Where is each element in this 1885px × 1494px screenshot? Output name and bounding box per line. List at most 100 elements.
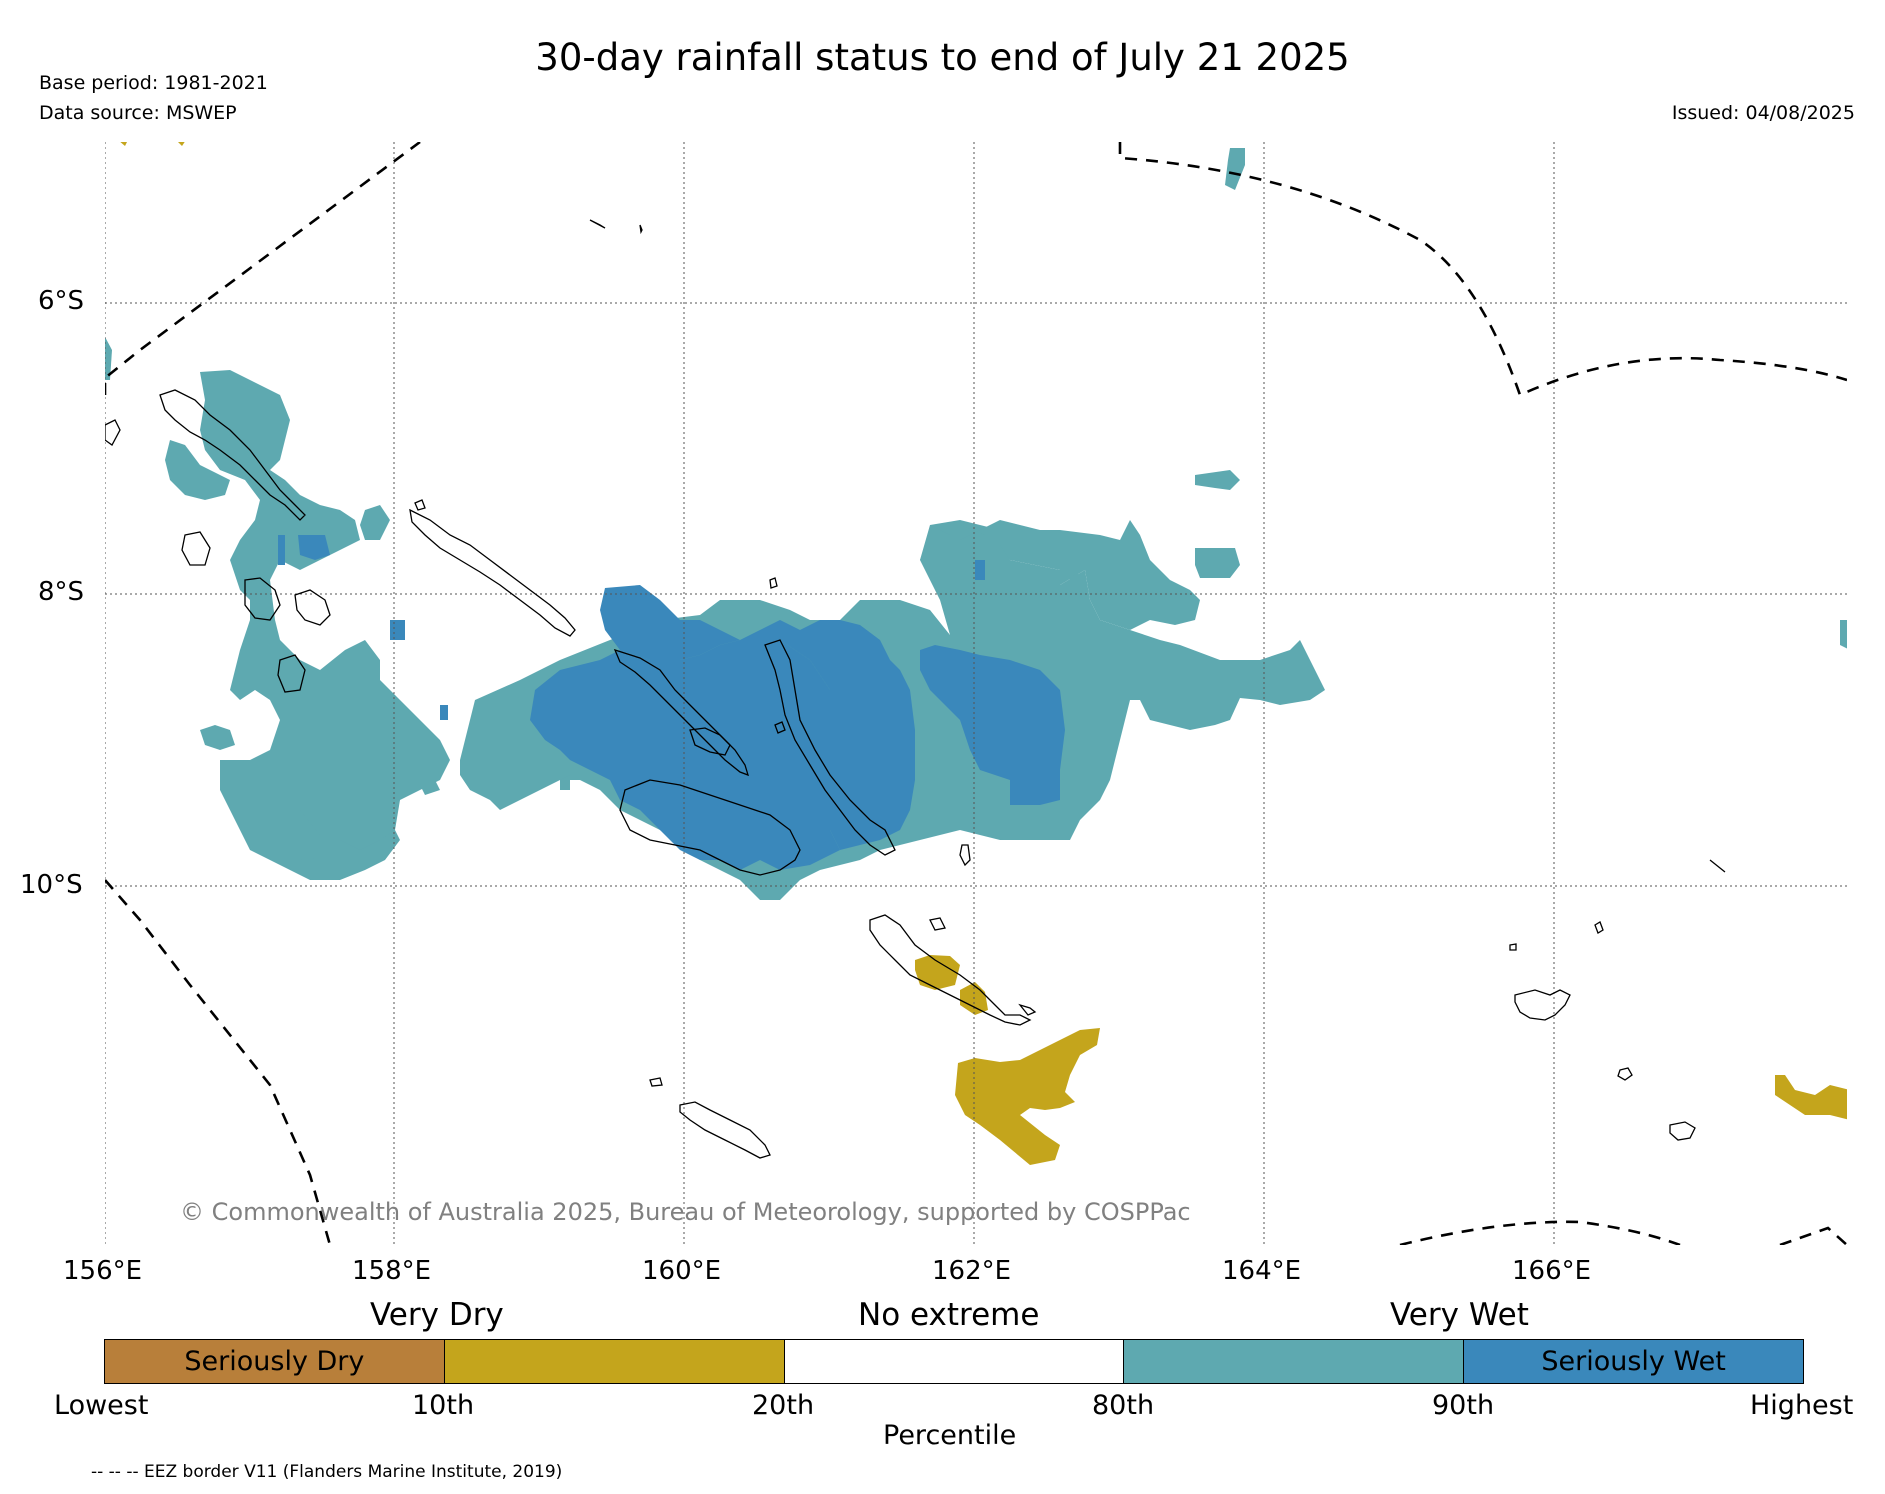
- eez-border-southeast-2: [1779, 1226, 1847, 1245]
- lat-label-8s: 8°S: [38, 577, 85, 607]
- coastline-small-2: [959, 844, 971, 867]
- very-wet-ne-blob-1: [1195, 470, 1240, 490]
- lon-label-160e: 160°E: [642, 1256, 722, 1286]
- eez-border-northwest: [105, 142, 421, 395]
- lat-label-6s: 6°S: [38, 286, 85, 316]
- coastline-malaita: [764, 639, 896, 856]
- very-dry-regions: [120, 142, 1847, 1165]
- eez-border-southeast: [1399, 1220, 1681, 1245]
- seriously-wet-main-region: [530, 640, 840, 870]
- coastline-small-12: [639, 224, 643, 235]
- coastline-guadalcanal: [619, 779, 801, 876]
- very-wet-small-blob-2: [420, 780, 440, 795]
- very-wet-small-blob-1: [295, 858, 325, 866]
- coastline-small-4: [1594, 921, 1604, 934]
- very-wet-center-island: [360, 505, 390, 540]
- lat-label-10s: 10°S: [20, 870, 83, 900]
- coastline-makira: [869, 914, 1032, 1026]
- very-wet-east-region: [930, 520, 1200, 630]
- very-dry-northwest-blob: [915, 955, 960, 990]
- data-source-text: Data source: MSWEP: [39, 102, 237, 124]
- eez-footnote: -- -- -- EEZ border V11 (Flanders Marine…: [91, 1462, 563, 1482]
- legend-segment-label: Seriously Dry: [184, 1346, 365, 1377]
- issued-date-text: Issued: 04/08/2025: [1671, 102, 1855, 124]
- seriously-wet-small-1: [390, 620, 405, 640]
- coastline-bougainville: [159, 389, 306, 521]
- seriously-wet-small-3: [975, 560, 985, 580]
- legend-tick-20th: 20th: [752, 1390, 815, 1421]
- base-period-text: Base period: 1981-2021: [39, 72, 268, 94]
- legend-segment-very-dry: [444, 1340, 785, 1383]
- legend-segment-no-extreme: [784, 1340, 1125, 1383]
- legend-tick-10th: 10th: [412, 1390, 475, 1421]
- lon-label-158e: 158°E: [352, 1256, 432, 1286]
- legend-tick-highest: Highest: [1750, 1390, 1854, 1421]
- coastline-rendova: [277, 654, 306, 693]
- legend-group-very-dry: Very Dry: [370, 1297, 504, 1333]
- coastline-small-5: [1509, 943, 1517, 951]
- coastlines: [105, 219, 1726, 1159]
- eez-border-southwest: [105, 879, 332, 1245]
- legend-segment-seriously-wet: Seriously Wet: [1464, 1340, 1803, 1383]
- seriously-wet-west-blob: [298, 535, 330, 560]
- legend-xlabel: Percentile: [883, 1420, 1017, 1451]
- very-dry-north-tip-1: [120, 142, 127, 146]
- very-wet-southwest-blob: [200, 725, 235, 750]
- very-wet-far-west-region: [165, 440, 230, 500]
- lon-label-164e: 164°E: [1222, 1256, 1302, 1286]
- coastline-santa-isabel: [613, 648, 749, 777]
- eez-borders: [105, 142, 1847, 1245]
- lon-label-156e: 156°E: [63, 1256, 143, 1286]
- seriously-wet-small-4: [440, 705, 448, 720]
- coastline-small-7: [105, 419, 121, 446]
- legend-group-very-wet: Very Wet: [1390, 1297, 1529, 1333]
- map-title: 30-day rainfall status to end of July 21…: [535, 36, 1350, 79]
- seriously-wet-small-2: [278, 535, 285, 565]
- very-wet-ne-blob-2: [1195, 548, 1240, 578]
- coastline-santa-cruz: [1514, 989, 1571, 1021]
- coastline-vella: [181, 531, 211, 566]
- very-dry-east-region: [1775, 1075, 1847, 1120]
- gridlines: [105, 142, 1847, 1245]
- coastline-small-6: [649, 1077, 663, 1087]
- eez-border-northeast: [1118, 142, 1847, 397]
- coastline-choiseul: [409, 508, 576, 637]
- coastline-small-8: [414, 499, 426, 511]
- legend-tick-lowest: Lowest: [54, 1390, 149, 1421]
- legend-tick-90th: 90th: [1432, 1390, 1495, 1421]
- coastline-rennell: [679, 1101, 771, 1159]
- very-wet-north-region: [920, 525, 1010, 585]
- coastline-small-1: [774, 721, 786, 734]
- very-dry-main-region: [955, 1028, 1100, 1165]
- seriously-wet-east-region: [920, 645, 1065, 805]
- very-wet-regions: [105, 148, 1847, 900]
- very-dry-north-tip-2: [178, 142, 185, 146]
- legend-tick-80th: 80th: [1092, 1390, 1155, 1421]
- legend-segment-seriously-dry: Seriously Dry: [105, 1340, 445, 1383]
- coastline-small-10: [1018, 1003, 1037, 1016]
- very-wet-southwest-region: [290, 770, 400, 850]
- coastline-florida-islands: [689, 727, 731, 756]
- very-wet-west-region: [200, 370, 450, 880]
- coastline-small-13: [1709, 859, 1726, 873]
- very-wet-ne-small: [1070, 572, 1080, 592]
- coastline-small-11: [589, 219, 606, 229]
- coastline-new-georgia-2: [294, 589, 331, 626]
- legend-colorbar: Seriously Dry Seriously Wet: [104, 1339, 1804, 1384]
- coastline-small-3: [929, 917, 946, 931]
- coastline-small-9: [769, 577, 778, 589]
- legend-segment-label: Seriously Wet: [1541, 1346, 1726, 1377]
- copyright-text: © Commonwealth of Australia 2025, Bureau…: [180, 1198, 1191, 1226]
- legend-group-no-extreme: No extreme: [858, 1297, 1040, 1333]
- legend-segment-very-wet: [1124, 1340, 1465, 1383]
- coastline-new-georgia: [244, 577, 281, 621]
- coastline-utupua: [1669, 1121, 1696, 1141]
- lon-label-166e: 166°E: [1512, 1256, 1592, 1286]
- coastline-vanikoro: [1617, 1067, 1633, 1081]
- very-wet-west-edge: [105, 336, 112, 380]
- very-wet-east-edge: [1840, 620, 1847, 649]
- very-wet-small-blob-3: [560, 775, 570, 790]
- lon-label-162e: 162°E: [932, 1256, 1012, 1286]
- very-wet-far-north-blob: [1225, 148, 1245, 190]
